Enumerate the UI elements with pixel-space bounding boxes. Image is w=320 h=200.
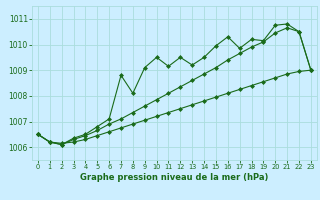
X-axis label: Graphe pression niveau de la mer (hPa): Graphe pression niveau de la mer (hPa) <box>80 173 268 182</box>
